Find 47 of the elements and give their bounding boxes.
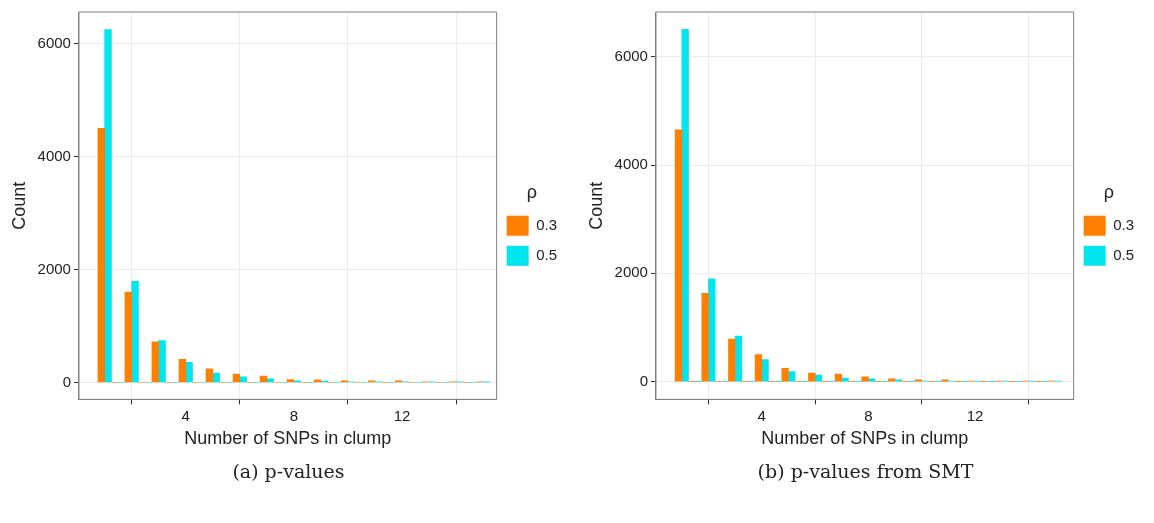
bar [761, 359, 769, 382]
legend-label: 0.5 [1113, 245, 1135, 263]
y-tick-label: 0 [62, 372, 71, 390]
x-axis-title: Number of SNPs in clump [761, 428, 969, 449]
text: (b) p-values from SMT [757, 460, 974, 482]
x-tick-label: 12 [393, 406, 411, 424]
x-tick-label: 12 [966, 406, 984, 424]
bar [781, 367, 789, 382]
bar [239, 376, 247, 383]
y-tick-label: 6000 [37, 33, 71, 51]
bar [97, 128, 105, 383]
bar [701, 293, 709, 382]
y-tick-label: 2000 [614, 263, 648, 281]
bar [104, 29, 112, 383]
x-axis-title: Number of SNPs in clump [184, 428, 392, 449]
legend-label: 0.5 [536, 245, 558, 263]
bar [131, 281, 139, 383]
bar [674, 129, 683, 382]
y-tick-label: 2000 [37, 259, 71, 277]
x-tick-label: 8 [864, 406, 873, 424]
y-tick-label: 4000 [614, 155, 648, 173]
bar [158, 340, 166, 383]
legend-label: 0.3 [536, 215, 558, 233]
bar [266, 378, 274, 383]
legend-title: ρ [526, 182, 537, 203]
x-tick-label: 8 [289, 406, 299, 424]
bar [124, 291, 133, 383]
bar [185, 362, 193, 383]
text: (a) p-values [232, 460, 345, 482]
y-tick-label: 4000 [37, 146, 71, 164]
bar [178, 358, 187, 383]
bar [212, 372, 220, 383]
x-tick-label: 4 [757, 406, 766, 424]
y-tick-label: 0 [639, 371, 648, 389]
bar [728, 338, 736, 382]
legend-label: 0.3 [1113, 215, 1135, 233]
bar [754, 354, 763, 382]
x-tick-label: 4 [181, 406, 190, 424]
y-axis-title: Count [585, 181, 606, 230]
y-tick-label: 6000 [614, 47, 648, 65]
legend-title: ρ [1103, 182, 1114, 203]
bar [286, 379, 295, 383]
bar [734, 335, 743, 382]
y-axis-title: Count [8, 181, 29, 230]
bar [861, 376, 869, 382]
bar [151, 341, 160, 383]
bar [681, 28, 689, 382]
